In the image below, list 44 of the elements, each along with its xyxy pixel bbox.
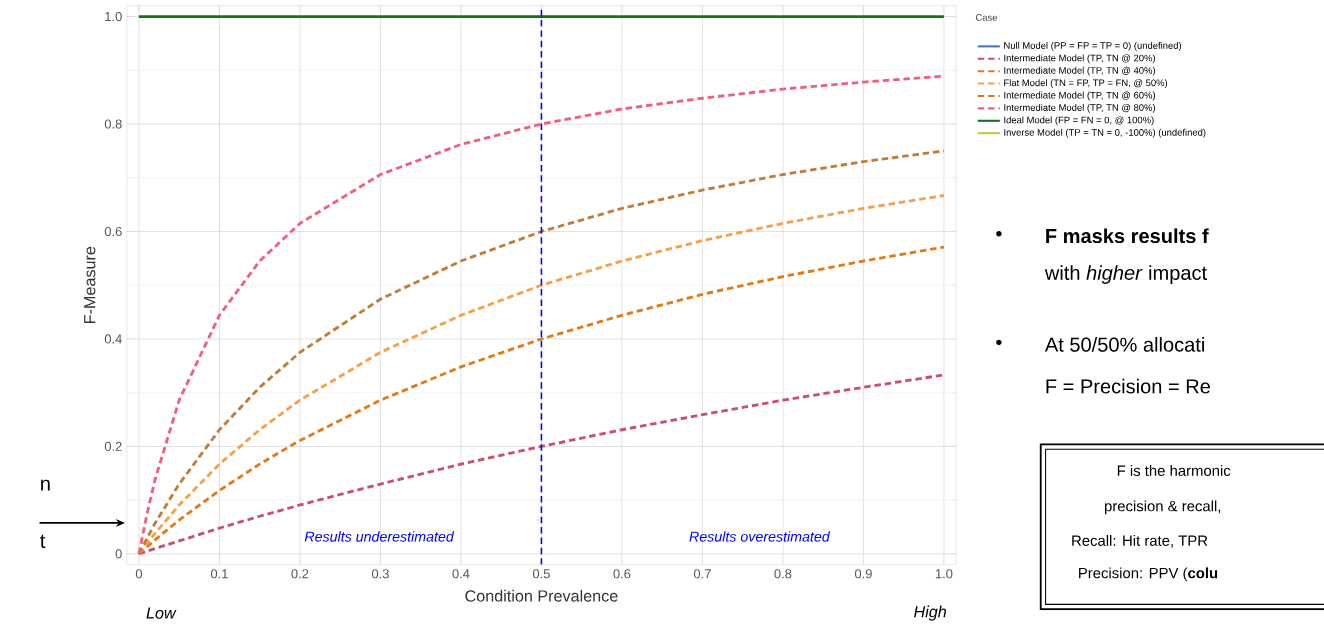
text: F masks results f <box>1046 228 1209 244</box>
x-tick-label: 1.0 <box>935 569 953 579</box>
legend-label: Null Model (PP = FP = TP = 0) (undefined) <box>1004 42 1182 51</box>
y-axis-title: F-Measure <box>84 246 96 324</box>
text: Precision: PPV (colu <box>1079 567 1218 582</box>
y-tick-label: 0.6 <box>104 227 122 237</box>
annotation: Results underestimated <box>304 531 455 542</box>
x-tick-label: 0.4 <box>452 569 470 579</box>
legend-label: Flat Model (TN = FP, TP = FN, @ 50%) <box>1004 79 1168 89</box>
legend-title: Case <box>975 14 998 21</box>
legend-label: Intermediate Model (TP, TN @ 40%) <box>1004 66 1156 76</box>
legend-label: Ideal Model (FP = FN = 0, @ 100%) <box>1004 116 1154 126</box>
x-tick-label: 0.3 <box>371 569 389 579</box>
x-tick-label: 0.2 <box>291 569 309 579</box>
legend-label: Inverse Model (TP = TN = 0, -100%) (undefined) <box>1004 128 1206 138</box>
text: High <box>914 605 947 621</box>
x-tick-label: 0 <box>135 569 143 579</box>
text: n <box>41 479 50 491</box>
legend-label: Intermediate Model (TP, TN @ 80%) <box>1004 104 1156 113</box>
x-axis-title: Condition Prevalence <box>465 589 618 602</box>
text: F is the harmonic <box>1117 465 1231 477</box>
legend-label: Intermediate Model (TP, TN @ 20%) <box>1004 54 1156 64</box>
text: Low <box>146 607 177 619</box>
y-tick-label: 0.8 <box>104 119 122 129</box>
y-tick-label: 0.2 <box>104 441 122 452</box>
x-tick-label: 0.5 <box>532 569 550 579</box>
y-tick-label: 0 <box>115 549 122 559</box>
text: F = Precision = Re <box>1046 378 1210 394</box>
x-tick-label: 0.9 <box>854 569 872 579</box>
legend-label: Intermediate Model (TP, TN @ 60%) <box>1004 91 1156 101</box>
y-tick-label: 0.4 <box>104 334 122 344</box>
x-tick-label: 0.6 <box>613 569 631 579</box>
text: Recall: Hit rate, TPR <box>1072 535 1208 548</box>
annotation: Results overestimated <box>689 531 831 542</box>
text: • <box>996 339 1002 346</box>
y-tick-label: 1.0 <box>105 12 122 22</box>
text: t <box>40 534 46 549</box>
x-tick-label: 0.8 <box>774 569 792 579</box>
text: • <box>996 231 1002 237</box>
text: with higher impact <box>1044 265 1207 285</box>
text: precision & recall, <box>1105 500 1221 515</box>
text: At 50/50% allocati <box>1044 337 1204 352</box>
x-tick-label: 0.7 <box>693 569 711 579</box>
x-tick-label: 0.1 <box>210 569 228 579</box>
